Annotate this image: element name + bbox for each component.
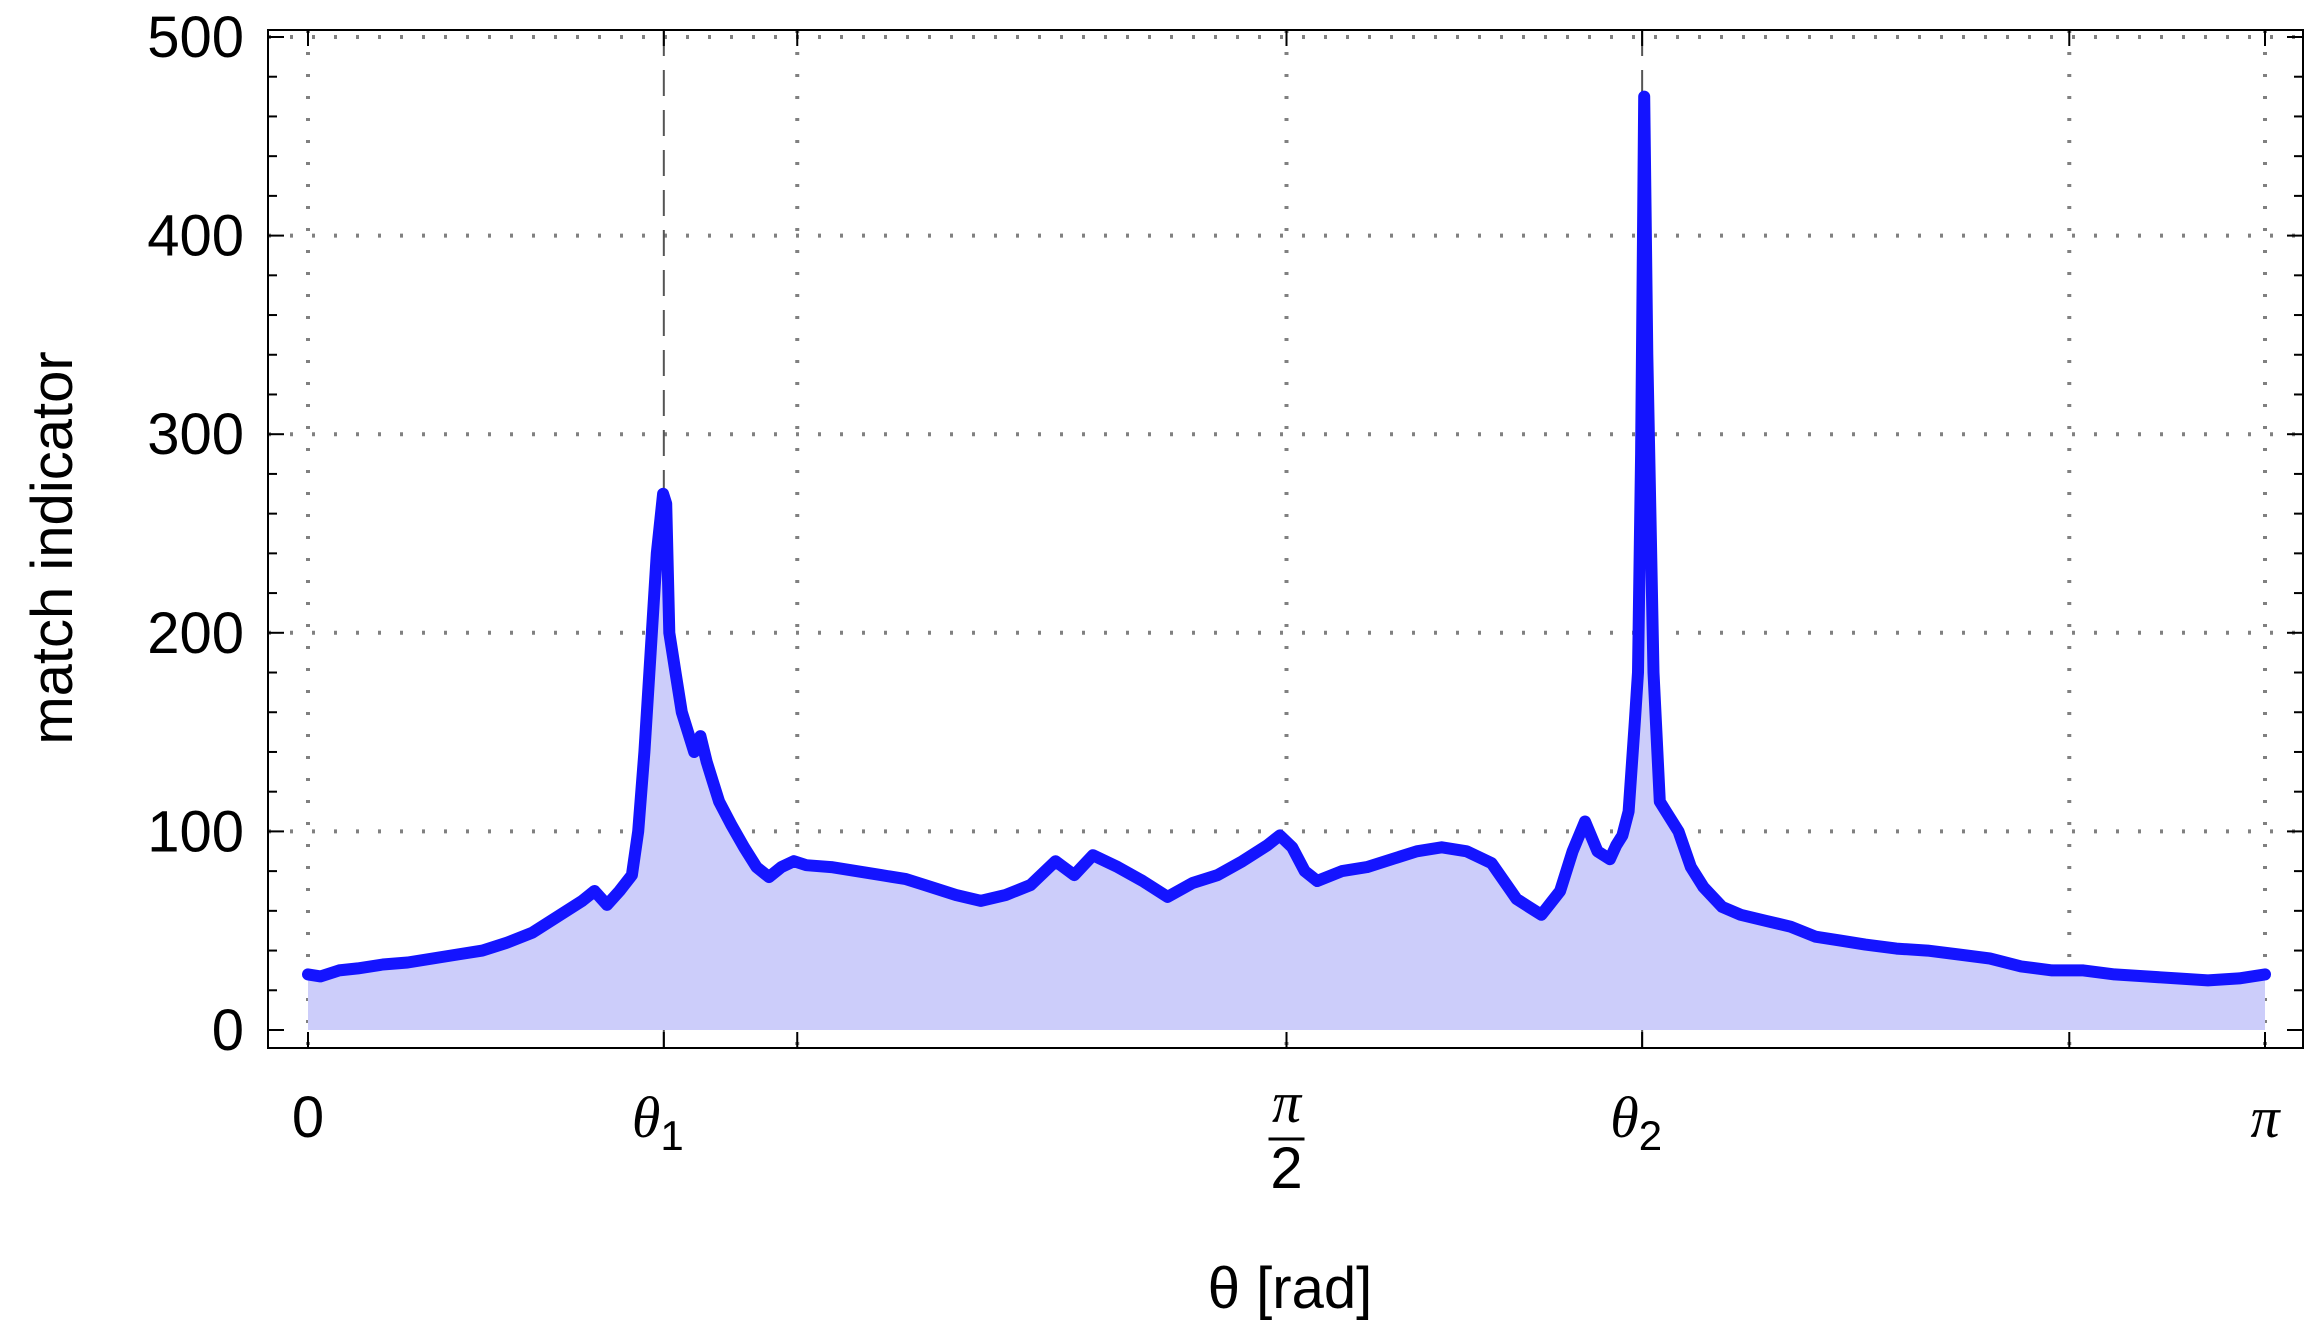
y-tick-label: 400 <box>147 204 244 269</box>
x-tick-label: π <box>2250 1085 2281 1150</box>
x-tick-label: 0 <box>292 1085 324 1150</box>
x-axis-title: θ [rad] <box>1208 1256 1372 1321</box>
plot-frame <box>267 29 2304 1049</box>
y-tick-label: 500 <box>147 5 244 70</box>
x-tick-label: π2 <box>1268 1070 1305 1201</box>
x-tick-denominator: 2 <box>1270 1136 1302 1201</box>
y-axis-title: match indicator <box>20 351 85 744</box>
ticks <box>268 30 2303 1048</box>
y-tick-label: 300 <box>147 402 244 467</box>
grid <box>268 30 2303 1048</box>
y-tick-label: 200 <box>147 601 244 666</box>
y-tick-label: 100 <box>147 799 244 864</box>
series-line <box>302 90 2271 987</box>
axes-frame <box>267 29 2304 1049</box>
x-tick-label: θ2 <box>1610 1085 1662 1159</box>
x-tick-numerator: π <box>1272 1070 1303 1135</box>
y-tick-label: 0 <box>212 998 244 1063</box>
area-layer <box>302 90 2271 1031</box>
x-tick-label: θ1 <box>632 1085 684 1159</box>
